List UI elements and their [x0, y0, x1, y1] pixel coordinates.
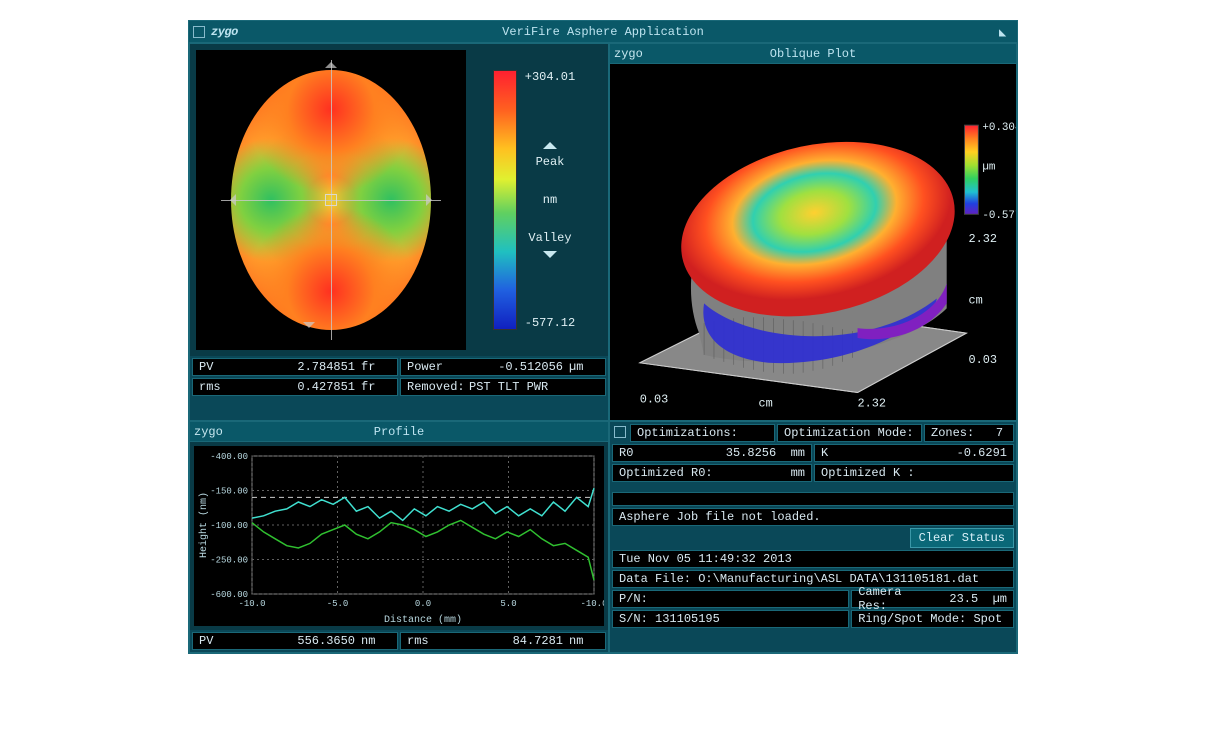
opt-r0-cell: Optimized R0:mm [612, 464, 812, 482]
pn-cell: P/N: [612, 590, 849, 608]
stat-removed: Removed: PST TLT PWR [400, 378, 606, 396]
ring-spot-cell: Ring/Spot Mode: Spot [851, 610, 1014, 628]
svg-text:0.03: 0.03 [640, 392, 669, 406]
svg-text:Height (nm): Height (nm) [198, 492, 210, 558]
main-titlebar: zygo VeriFire Asphere Application ◣ [189, 21, 1017, 43]
info-panel: Optimizations: Optimization Mode: Zones:… [609, 421, 1017, 653]
profile-titlebar: zygo Profile [190, 422, 608, 442]
info-menu-icon[interactable] [614, 426, 626, 438]
svg-text:-100.00: -100.00 [210, 521, 248, 531]
stat-rms: rms 0.427851 fr [192, 378, 398, 396]
svg-text:-250.00: -250.00 [210, 556, 248, 566]
profile-title: Profile [190, 425, 608, 439]
optimizations-label: Optimizations: [630, 424, 775, 442]
colorbar-unit: nm [543, 193, 557, 207]
clear-status-button[interactable]: Clear Status [910, 528, 1014, 548]
status-bar-1 [612, 492, 1014, 506]
profile-stat-rms: rms 84.7281 nm [400, 632, 606, 650]
timestamp: Tue Nov 05 11:49:32 2013 [612, 550, 1014, 568]
colorbar-gradient [493, 70, 517, 330]
svg-text:2.32: 2.32 [858, 396, 887, 410]
svg-text:2.32: 2.32 [968, 232, 997, 246]
cursor-down-icon [303, 322, 315, 334]
app-title: VeriFire Asphere Application [189, 25, 1017, 39]
peak-label: Peak [536, 155, 565, 169]
svg-text:Distance (mm): Distance (mm) [384, 614, 462, 626]
oblique-panel: zygo Oblique Plot [609, 43, 1017, 421]
colorbar-min: -577.12 [525, 316, 575, 330]
svg-text:-400.00: -400.00 [210, 452, 248, 462]
oblique-plot[interactable]: +0.3040 µm -0.57712 0.03 cm 2.32 0.03 cm… [610, 64, 1016, 420]
surface-map-panel: +304.01 Peak nm Valley -577.12 [189, 43, 609, 421]
svg-text:-150.00: -150.00 [210, 487, 248, 497]
surface-map: +304.01 Peak nm Valley -577.12 [190, 44, 608, 356]
sn-cell: S/N: 131105195 [612, 610, 849, 628]
oblique-cb-min: -0.57712 [982, 210, 1016, 222]
datafile-cell: Data File: O:\Manufacturing\ASL DATA\131… [612, 570, 1014, 588]
profile-panel: zygo Profile -400.00 -150.00 -100.00 -250.0… [189, 421, 609, 653]
opt-k-cell: Optimized K : [814, 464, 1014, 482]
svg-text:-5.0: -5.0 [327, 599, 349, 609]
oblique-cb-unit: µm [982, 162, 995, 174]
opt-mode-label: Optimization Mode: [777, 424, 922, 442]
svg-text:-10.0: -10.0 [580, 599, 604, 609]
app-window: zygo VeriFire Asphere Application ◣ [188, 20, 1018, 654]
cursor-right-icon [426, 194, 438, 206]
svg-text:0.03: 0.03 [968, 353, 997, 367]
svg-text:0.0: 0.0 [415, 599, 431, 609]
k-cell: K-0.6291 [814, 444, 1014, 462]
cursor-left-icon [224, 194, 236, 206]
profile-plot[interactable]: -400.00-150.00-100.00-250.00-600.00-10.0… [194, 446, 604, 626]
camera-res-cell: Camera Res: 23.5 µm [851, 590, 1014, 608]
svg-text:-10.0: -10.0 [238, 599, 265, 609]
colorbar-max: +304.01 [525, 70, 575, 84]
cursor-up-icon [325, 56, 337, 68]
oblique-cb-max: +0.3040 [982, 122, 1016, 134]
valley-label: Valley [528, 231, 571, 245]
stat-pv: PV 2.784851 fr [192, 358, 398, 376]
pin-icon[interactable]: ◣ [999, 25, 1013, 39]
svg-text:cm: cm [968, 293, 982, 307]
r0-cell: R035.8256 mm [612, 444, 812, 462]
peak-up-icon [543, 135, 557, 149]
svg-text:5.0: 5.0 [500, 599, 516, 609]
stat-power: Power -0.512056 µm [400, 358, 606, 376]
status-message: Asphere Job file not loaded. [612, 508, 1014, 526]
surface-map-image[interactable] [196, 50, 466, 350]
zones-cell: Zones: 7 [924, 424, 1014, 442]
valley-down-icon [543, 251, 557, 265]
colorbar-2d: +304.01 Peak nm Valley -577.12 [466, 50, 602, 350]
profile-stat-pv: PV 556.3650 nm [192, 632, 398, 650]
oblique-titlebar: zygo Oblique Plot [610, 44, 1016, 64]
oblique-title: Oblique Plot [610, 47, 1016, 61]
svg-text:cm: cm [759, 396, 773, 410]
